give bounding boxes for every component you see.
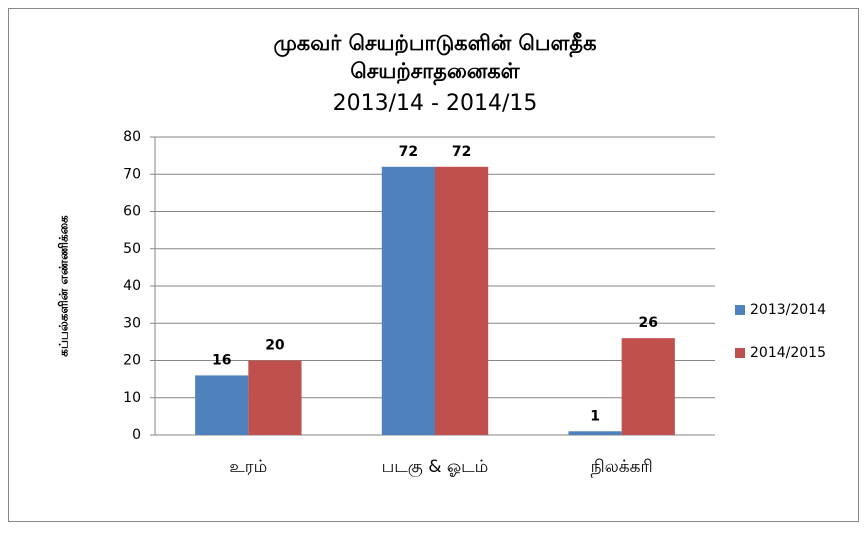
y-tick-label: 60 bbox=[123, 204, 141, 220]
bar bbox=[568, 431, 622, 435]
y-tick-label: 80 bbox=[123, 129, 141, 145]
bar bbox=[195, 375, 249, 435]
bar bbox=[248, 360, 302, 435]
x-tick-label: உரம் bbox=[229, 457, 267, 477]
y-tick-label: 40 bbox=[123, 278, 141, 294]
bar bbox=[381, 166, 435, 436]
value-label: 1 bbox=[590, 408, 600, 424]
legend-swatch bbox=[735, 305, 745, 315]
value-label: 72 bbox=[452, 144, 471, 160]
legend-label: 2013/2014 bbox=[750, 302, 826, 318]
y-tick-label: 0 bbox=[132, 427, 141, 443]
y-axis-label: கப்பல்களின் எண்ணிக்கை bbox=[57, 215, 71, 357]
chart-title: முகவர் செயற்பாடுகளின் பௌதீக bbox=[273, 31, 596, 58]
y-tick-label: 70 bbox=[123, 166, 141, 182]
value-label: 72 bbox=[399, 144, 418, 160]
legend-label: 2014/2015 bbox=[750, 345, 826, 361]
bar bbox=[435, 166, 489, 436]
value-label: 16 bbox=[212, 352, 231, 368]
x-tick-label: நிலக்கரி bbox=[591, 457, 653, 478]
chart-title: செயற்சாதனைகள் bbox=[350, 59, 520, 86]
legend-swatch bbox=[735, 348, 745, 358]
value-label: 20 bbox=[265, 338, 285, 354]
value-label: 26 bbox=[639, 315, 658, 331]
chart-subtitle: 2013/14 - 2014/15 bbox=[333, 91, 538, 116]
y-tick-label: 20 bbox=[123, 353, 141, 369]
x-tick-label: படகு & ஓடம் bbox=[382, 457, 489, 477]
y-tick-label: 10 bbox=[123, 390, 141, 406]
y-tick-label: 50 bbox=[123, 241, 141, 257]
y-tick-label: 30 bbox=[123, 315, 141, 331]
bar bbox=[621, 338, 675, 435]
